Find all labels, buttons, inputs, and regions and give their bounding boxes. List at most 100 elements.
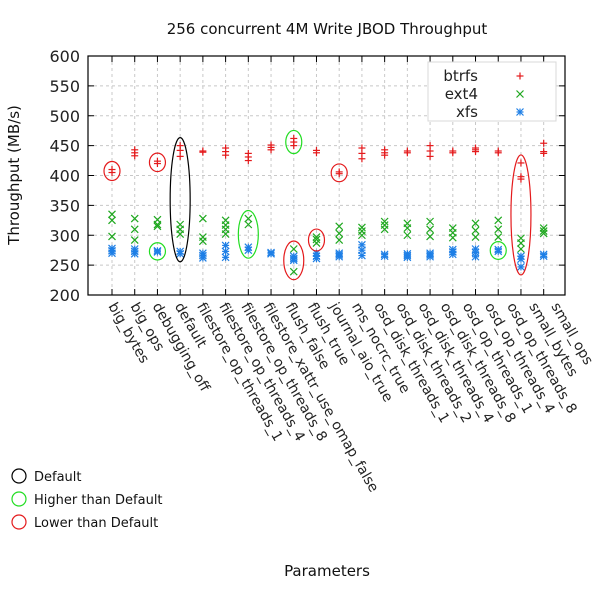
y-axis: 200 250 300 350 400 450 500 550 600 (49, 47, 565, 305)
data-points (108, 134, 548, 276)
data-point (335, 229, 344, 238)
data-point (494, 216, 503, 225)
data-point (517, 255, 525, 264)
data-point (517, 245, 525, 253)
y-tick-label: 350 (49, 196, 80, 215)
plot-frame (87, 55, 566, 296)
legend-marker-xfs (516, 108, 524, 116)
data-point (222, 151, 230, 159)
data-point (221, 230, 230, 238)
data-point (471, 233, 480, 241)
annotation-ellipse (489, 240, 507, 260)
data-point (335, 236, 344, 244)
data-point (153, 220, 162, 229)
data-point (403, 149, 411, 157)
data-point (221, 241, 230, 250)
data-point (312, 149, 320, 157)
data-point (335, 252, 344, 261)
data-point (267, 146, 275, 154)
y-axis-label: Throughput (MB/s) (5, 105, 23, 246)
data-point (517, 175, 525, 183)
data-point (176, 152, 184, 160)
legend-label-ext4: ext4 (445, 85, 478, 103)
data-point (539, 229, 548, 238)
data-point (108, 232, 116, 241)
data-point (426, 252, 435, 261)
annotation-legend: Default Higher than Default Lower than Def… (11, 468, 163, 531)
data-point (153, 248, 162, 256)
y-tick-label: 250 (49, 256, 80, 275)
data-point (448, 250, 457, 259)
data-point (449, 149, 457, 157)
legend-label-btrfs: btrfs (443, 67, 478, 85)
data-point (244, 214, 253, 223)
annotation-ellipse (237, 209, 259, 259)
data-point (540, 139, 548, 147)
data-point (131, 152, 139, 160)
x-axis: big_bytesbig_opsdebugging_offdefaultfile… (105, 56, 596, 495)
y-tick-label: 450 (49, 137, 80, 156)
data-point (312, 235, 321, 244)
data-point (380, 217, 389, 226)
data-point (357, 223, 366, 232)
data-point (312, 254, 321, 263)
data-point (221, 247, 230, 256)
y-tick-label: 500 (49, 107, 80, 126)
data-point (130, 236, 139, 244)
data-point (426, 232, 435, 241)
data-point (198, 237, 207, 246)
annotation-ellipse (330, 163, 348, 183)
annotations (103, 129, 532, 281)
legend-box (427, 61, 557, 122)
data-point (198, 214, 207, 223)
data-point (267, 249, 275, 258)
data-point (471, 226, 480, 235)
y-tick-label: 200 (49, 286, 80, 305)
data-point (153, 222, 162, 231)
annotation-legend-label: Lower than Default (34, 516, 158, 531)
annotation-ellipse (283, 240, 305, 281)
annotation-ellipse (103, 160, 121, 182)
annotation-legend-label: Higher than Default (34, 493, 163, 508)
y-tick-label: 300 (49, 226, 80, 245)
data-point (289, 245, 298, 253)
data-point (517, 159, 525, 167)
data-point (380, 225, 389, 234)
data-point (108, 210, 116, 219)
data-point (130, 214, 139, 223)
annotation-ellipse (307, 228, 326, 252)
data-point (380, 252, 389, 261)
legend-marker-btrfs (516, 72, 524, 80)
data-point (244, 220, 253, 229)
data-point (426, 152, 434, 160)
data-point (403, 224, 412, 233)
chart-title: 256 concurrent 4M Write JBOD Throughput (167, 20, 488, 38)
data-point (403, 231, 412, 240)
data-point (312, 239, 321, 247)
annotation-ellipse (510, 154, 532, 276)
data-point (198, 254, 207, 262)
data-point (108, 169, 116, 177)
data-point (176, 249, 185, 258)
data-point (381, 151, 389, 159)
annotation-ellipse (148, 152, 167, 173)
data-point (357, 231, 366, 240)
data-point (290, 142, 298, 150)
y-tick-label: 600 (49, 47, 80, 66)
data-point (471, 219, 480, 228)
data-point (289, 256, 298, 265)
data-point (403, 253, 412, 262)
data-point (539, 227, 548, 235)
data-point (289, 267, 298, 276)
data-point (472, 148, 480, 156)
x-axis-label: Parameters (284, 562, 370, 580)
annotation-legend-circle (11, 468, 27, 484)
data-point (176, 146, 184, 154)
data-point (176, 230, 185, 238)
data-point (426, 225, 435, 234)
data-point (335, 222, 344, 231)
data-point (199, 148, 207, 156)
data-point (494, 225, 503, 234)
